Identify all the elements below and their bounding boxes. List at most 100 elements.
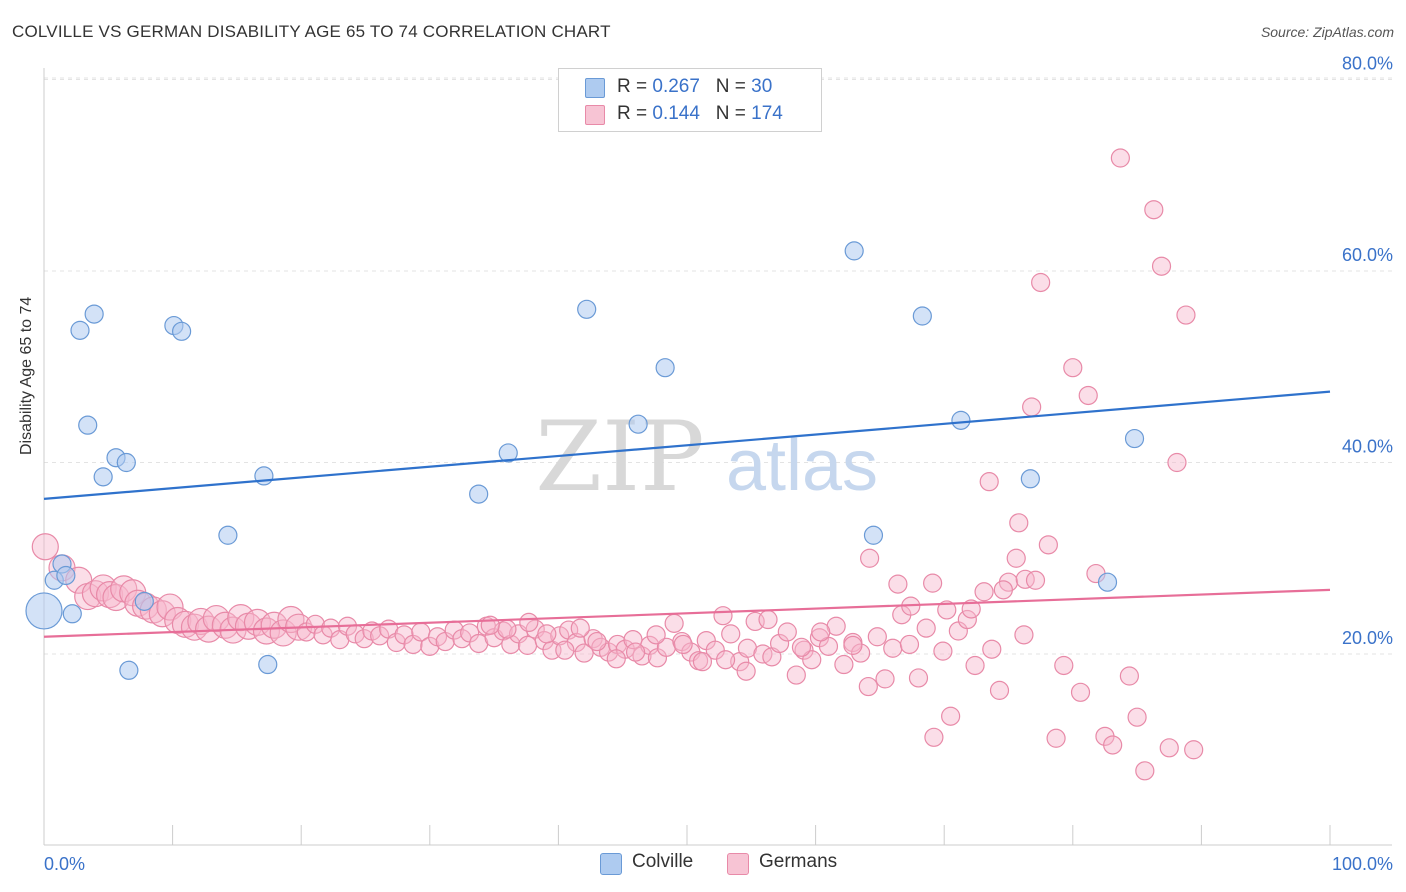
german-point: [574, 643, 594, 663]
german-point: [277, 605, 305, 634]
legend: R = 0.267 N = 30 R = 0.144 N = 174: [558, 68, 822, 132]
german-point: [1046, 728, 1066, 748]
colville-point: [62, 604, 82, 624]
colville-point: [498, 443, 518, 463]
german-point: [843, 635, 863, 655]
german-point: [794, 640, 814, 660]
german-point: [924, 727, 944, 747]
germans-trend-line: [43, 588, 1331, 638]
german-point: [305, 614, 325, 634]
german-point: [961, 599, 981, 619]
german-point: [713, 606, 733, 626]
german-point: [916, 618, 936, 638]
y-tick-label: 80.0%: [1342, 54, 1393, 74]
legend-text-colville: R = 0.267 N = 30: [617, 76, 772, 98]
german-point: [692, 652, 713, 672]
colville-point: [78, 415, 98, 435]
german-points: [31, 148, 1204, 781]
german-point: [1103, 735, 1123, 755]
source-label: Source: ZipAtlas.com: [1260, 24, 1394, 40]
german-point: [851, 643, 871, 663]
colville-point: [1097, 572, 1118, 592]
german-point: [858, 676, 878, 697]
watermark-zip: ZIP: [535, 401, 704, 513]
german-point: [715, 650, 736, 670]
german-point: [721, 624, 741, 644]
german-point: [1078, 385, 1098, 406]
colville-point: [469, 484, 489, 504]
german-point: [1151, 256, 1172, 276]
colville-point: [134, 591, 154, 611]
german-point: [1159, 738, 1179, 758]
colville-point: [655, 358, 675, 378]
german-point: [1025, 570, 1046, 590]
german-point: [923, 573, 943, 593]
colville-point: [863, 525, 884, 545]
y-tick-label: 40.0%: [1342, 437, 1393, 457]
colville-point: [93, 467, 113, 487]
german-point: [941, 706, 961, 726]
german-point: [587, 631, 607, 652]
chart-title: COLVILLE VS GERMAN DISABILITY AGE 65 TO …: [12, 22, 611, 41]
german-point: [211, 611, 239, 639]
colville-point: [1124, 428, 1145, 449]
german-point: [646, 625, 666, 645]
german-point: [1015, 569, 1035, 589]
german-point: [501, 634, 521, 655]
colville-point: [1020, 469, 1040, 489]
german-point: [860, 548, 880, 568]
german-point: [974, 582, 994, 602]
german-point: [1135, 761, 1155, 781]
german-point: [908, 668, 929, 688]
legend-r-label: R =: [617, 76, 653, 97]
german-point: [811, 622, 831, 642]
german-point: [965, 655, 985, 676]
german-point: [883, 638, 903, 658]
german-point: [164, 606, 192, 635]
german-point: [786, 665, 806, 685]
german-point: [537, 624, 557, 644]
legend-text-germans: R = 0.144 N = 174: [617, 103, 783, 125]
german-point: [1063, 358, 1083, 378]
german-point: [834, 654, 854, 675]
german-point: [606, 649, 626, 669]
y-axis-label: Disability Age 65 to 74: [18, 296, 35, 455]
colville-point: [254, 466, 274, 486]
german-point: [102, 583, 130, 612]
legend-n-label: N =: [715, 103, 752, 124]
german-point: [625, 642, 646, 662]
german-point: [937, 600, 957, 620]
german-point: [673, 634, 693, 655]
german-point: [1119, 666, 1139, 686]
german-point: [979, 472, 999, 492]
german-point: [736, 661, 756, 681]
legend-n-value: 174: [751, 103, 783, 124]
colville-point: [577, 299, 597, 319]
x-tick-label: 0.0%: [44, 854, 85, 874]
colville-point: [25, 592, 63, 630]
german-point: [1038, 535, 1058, 555]
colville-point: [70, 320, 90, 340]
colville-point: [119, 660, 139, 680]
german-point: [758, 609, 778, 630]
watermark: ZIP atlas: [535, 401, 878, 513]
colville-point: [844, 241, 864, 261]
bottom-legend-label-colville: Colville: [632, 851, 694, 872]
german-point: [269, 619, 297, 647]
colville-point: [84, 304, 104, 324]
colville-point: [628, 414, 648, 434]
legend-swatch-germans: [585, 105, 605, 125]
german-point: [989, 680, 1010, 700]
colville-points: [25, 241, 1145, 680]
german-point: [867, 627, 887, 647]
german-point: [982, 639, 1002, 659]
colville-point: [116, 452, 136, 473]
german-point: [1127, 707, 1147, 727]
german-point: [480, 615, 500, 635]
colville-point: [912, 306, 932, 326]
german-point: [705, 640, 725, 660]
german-point: [769, 633, 790, 654]
german-point: [899, 634, 920, 655]
y-tick-label: 60.0%: [1342, 245, 1393, 265]
legend-r-value: 0.144: [652, 103, 700, 124]
